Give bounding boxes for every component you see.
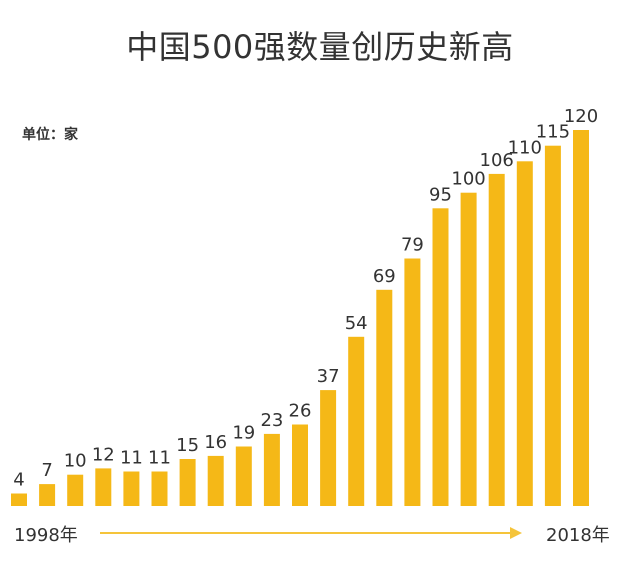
- unit-label: 单位：家: [22, 127, 78, 143]
- value-label-2001: 12: [92, 444, 115, 465]
- bar-2006: [235, 446, 252, 506]
- value-label-1999: 7: [41, 460, 52, 481]
- value-label-2009: 37: [317, 366, 340, 387]
- bar-2012: [404, 258, 421, 506]
- bar-2005: [207, 455, 224, 506]
- bar-2016: [516, 161, 533, 507]
- bar-2015: [488, 173, 505, 506]
- bar-2004: [179, 459, 196, 506]
- x-start-label: 1998年: [14, 525, 78, 546]
- value-label-2004: 15: [176, 435, 199, 456]
- value-label-2003: 11: [148, 448, 171, 469]
- bar-1999: [39, 484, 56, 506]
- chart-title: 中国500强数量创历史新高: [126, 28, 514, 66]
- value-label-2005: 16: [204, 432, 227, 453]
- bar-2009: [320, 390, 337, 506]
- value-label-2018: 120: [564, 106, 598, 127]
- bar-2003: [151, 471, 168, 506]
- timeline-arrow-head: [510, 527, 522, 539]
- bar-1998: [11, 493, 27, 506]
- bar-2000: [67, 474, 84, 506]
- bar-2011: [376, 289, 393, 506]
- value-label-2013: 95: [429, 184, 452, 205]
- value-label-1998: 4: [13, 470, 24, 491]
- value-label-2014: 100: [451, 169, 485, 190]
- bar-2013: [432, 208, 449, 507]
- timeline-group: 1998年 2018年: [14, 525, 610, 546]
- bar-2008: [292, 424, 308, 506]
- value-label-2000: 10: [64, 451, 87, 472]
- x-end-label: 2018年: [546, 525, 610, 546]
- value-label-2002: 11: [120, 448, 143, 469]
- value-label-2007: 23: [260, 410, 283, 431]
- value-label-2016: 110: [508, 137, 542, 158]
- bar-2007: [263, 433, 280, 506]
- bar-2010: [348, 336, 365, 506]
- value-label-2017: 115: [536, 122, 570, 143]
- value-label-2010: 54: [345, 313, 368, 334]
- bar-2001: [95, 468, 112, 506]
- value-label-2012: 79: [401, 235, 424, 256]
- bar-2018: [573, 130, 589, 506]
- bar-2017: [544, 145, 561, 506]
- value-label-2011: 69: [373, 266, 396, 287]
- bars-group: [11, 130, 589, 507]
- value-label-2008: 26: [289, 401, 312, 422]
- bar-2002: [123, 471, 140, 506]
- bar-2014: [460, 192, 477, 506]
- value-label-2006: 19: [232, 423, 255, 444]
- value-label-2015: 106: [480, 150, 514, 171]
